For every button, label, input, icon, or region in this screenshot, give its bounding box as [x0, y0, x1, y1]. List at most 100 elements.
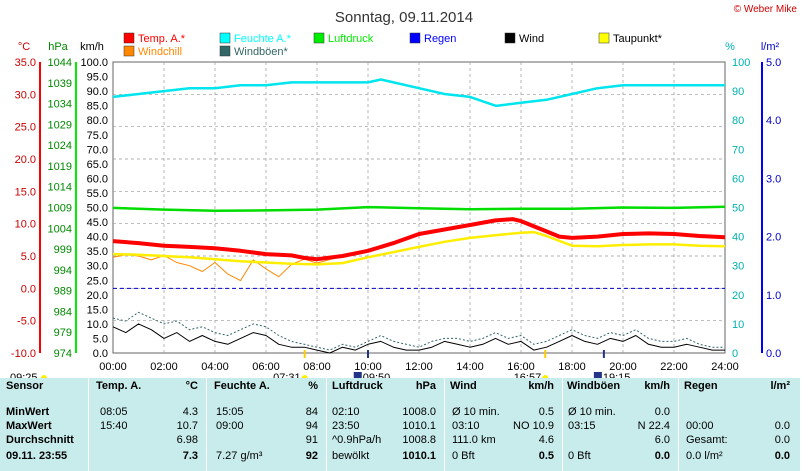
- temp-tick-label: 15.0: [15, 186, 36, 198]
- sunset-label: 16:57: [514, 372, 542, 378]
- rain-tick-label: 1.0: [766, 290, 781, 302]
- humidity-value: 94: [305, 420, 318, 432]
- x-tick-label: 08:00: [303, 361, 331, 373]
- rain-tick-label: 3.0: [766, 173, 781, 185]
- wind-value: 4.6: [538, 434, 554, 446]
- moonset-icon: [353, 372, 362, 378]
- legend-label: Windchill: [138, 46, 182, 58]
- legend-label: Luftdruck: [328, 33, 374, 45]
- wind-value: 0.5: [538, 450, 554, 462]
- legend-swatch: [409, 32, 421, 44]
- column-separator: [206, 378, 207, 471]
- pressure-time: ^0.9hPa/h: [332, 434, 382, 446]
- gust-value: 0.0: [654, 406, 670, 418]
- wind-tick-label: 40.0: [87, 232, 108, 244]
- header-pressure: Luftdruck: [332, 380, 383, 392]
- humidity-tick-label: 80: [732, 115, 744, 127]
- x-tick-label: 22:00: [660, 361, 688, 373]
- row-label: 09.11. 23:55: [6, 450, 68, 462]
- axis-units: °C hPa km/h% l/m²: [18, 41, 780, 53]
- x-tick-label: 00:00: [99, 361, 127, 373]
- series-line: [112, 205, 726, 213]
- series-line: [112, 230, 726, 266]
- header-sensor: Sensor: [6, 380, 44, 392]
- humidity-unit-label: %: [725, 41, 735, 53]
- row-label: MinWert: [6, 406, 50, 418]
- header-rain-unit: l/m²: [770, 380, 790, 392]
- humidity-tick-label: 10: [732, 319, 744, 331]
- gust-value: 6.0: [654, 434, 670, 446]
- x-tick-label: 04:00: [201, 361, 229, 373]
- header-temp-unit: °C: [185, 380, 198, 392]
- wind-tick-label: 35.0: [87, 246, 108, 258]
- temp-tick-label: 5.0: [21, 251, 36, 263]
- wind-tick-label: 80.0: [87, 115, 108, 127]
- rain-tick-label: 2.0: [766, 232, 781, 244]
- series-line: [112, 311, 725, 351]
- weather-chart: Sonntag, 09.11.2014 © Weber Mike Temp. A…: [10, 4, 797, 378]
- pressure-time: 23:50: [332, 420, 360, 432]
- temp-value: 10.7: [176, 420, 198, 432]
- humidity-value: 91: [305, 434, 318, 446]
- rain-tick-label: 0.0: [766, 348, 781, 360]
- humidity-tick-label: 30: [732, 261, 744, 273]
- wind-tick-label: 15.0: [87, 304, 108, 316]
- moonset-label: 09:50: [363, 372, 391, 378]
- x-tick-label: 20:00: [609, 361, 637, 373]
- moonrise-label: 19:15: [603, 372, 631, 378]
- y-axes: 35.0 30.0 25.0 20.0 15.0 10.0 5.0 0.0 -5.0 -10.0 1…: [11, 57, 781, 360]
- temp-tick-label: -5.0: [17, 316, 36, 328]
- wind-max: NO 10.9: [513, 420, 554, 432]
- column-separator: [562, 378, 563, 471]
- legend-swatch: [219, 45, 231, 57]
- legend-swatch: [123, 32, 135, 44]
- pressure-tick-label: 1044: [48, 57, 72, 69]
- wind-tick-label: 50.0: [87, 203, 108, 215]
- wind-tick-label: 70.0: [87, 144, 108, 156]
- x-tick-label: 02:00: [150, 361, 178, 373]
- gust-max: N 22.4: [637, 420, 670, 432]
- temp-tick-label: 30.0: [15, 89, 36, 101]
- gust-time: Ø 10 min.: [568, 406, 616, 418]
- pressure-unit-label: hPa: [48, 41, 68, 53]
- sunset-icon: [542, 375, 549, 378]
- pressure-value: 1010.1: [402, 420, 436, 432]
- x-tick-label: 18:00: [558, 361, 586, 373]
- x-tick-label: 16:00: [507, 361, 535, 373]
- humidity-tick-label: 60: [732, 173, 744, 185]
- header-temp: Temp. A.: [96, 380, 142, 392]
- wind-tick-label: 65.0: [87, 159, 108, 171]
- series-group: [112, 78, 726, 354]
- legend: Temp. A.* Feuchte A.* Luftdruck Regen Wind Ta…: [123, 32, 663, 58]
- column-separator: [444, 378, 445, 471]
- header-rain: Regen: [684, 380, 718, 392]
- temp-unit-label: °C: [18, 41, 30, 53]
- humidity-tick-label: 100: [732, 57, 750, 69]
- legend-swatch: [123, 45, 135, 57]
- legend-label: Wind: [519, 33, 544, 45]
- wind-value: 0.5: [538, 406, 554, 418]
- pressure-tick-label: 1019: [48, 161, 72, 173]
- x-tick-label: 10:00: [354, 361, 382, 373]
- sunrise-label: 07:31: [273, 372, 301, 378]
- legend-swatch: [504, 32, 516, 44]
- legend-label: Windböen*: [234, 46, 289, 58]
- rain-time: 00:00: [686, 420, 714, 432]
- pressure-tick-label: 1014: [48, 182, 72, 194]
- legend-label: Taupunkt*: [613, 33, 663, 45]
- header-pressure-unit: hPa: [415, 380, 436, 392]
- sun-icon: [41, 375, 47, 378]
- wind-tick-label: 45.0: [87, 217, 108, 229]
- humidity-time: 7.27 g/m³: [216, 450, 263, 462]
- wind-tick-label: 95.0: [87, 72, 108, 84]
- pressure-tick-label: 1004: [48, 223, 72, 235]
- legend-label: Feuchte A.*: [234, 33, 292, 45]
- legend-label: Temp. A.*: [138, 33, 186, 45]
- humidity-tick-label: 0: [732, 348, 738, 360]
- wind-tick-label: 85.0: [87, 101, 108, 113]
- wind-time: 111.0 km: [452, 434, 496, 446]
- wind-tick-label: 5.0: [93, 333, 108, 345]
- x-tick-label: 24:00: [711, 361, 739, 373]
- series-line: [112, 217, 726, 262]
- wind-time: 0 Bft: [452, 450, 475, 462]
